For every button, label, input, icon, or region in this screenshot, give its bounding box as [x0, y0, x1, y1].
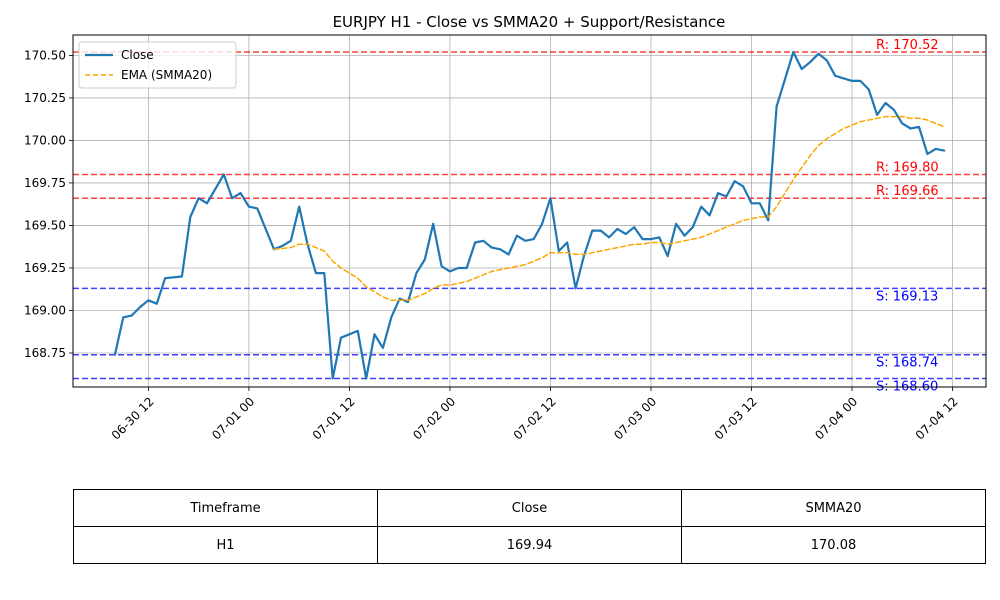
- axes: 06-30 12 07-01 00 07-01 12 07-02 00 07-02 12…: [24, 34, 987, 442]
- support-level-label: S: 168.74: [876, 356, 938, 371]
- support-resistance-levels: R: 170.52 R: 169.80 R: 169.66 S: 169.13 S: 1…: [73, 38, 986, 394]
- legend-box: [78, 41, 237, 89]
- x-tick-label: 07-01 12: [310, 394, 358, 442]
- resistance-level-label: R: 169.66: [876, 184, 939, 199]
- chart-title: EURJPY H1 - Close vs SMMA20 + Support/Re…: [333, 13, 726, 31]
- header-smma20: SMMA20: [681, 489, 986, 527]
- header-timeframe: Timeframe: [73, 489, 378, 527]
- plot-frame: [72, 34, 987, 388]
- x-tick-label: 07-02 12: [511, 394, 559, 442]
- table-row: H1 169.94 170.08: [73, 526, 986, 564]
- x-tick-label: 07-02 00: [410, 394, 458, 442]
- y-tick-label: 169.00: [24, 303, 66, 317]
- x-tick-label: 07-03 12: [712, 394, 760, 442]
- x-tick-label: 07-04 12: [913, 394, 961, 442]
- support-level-label: S: 169.13: [876, 289, 938, 304]
- header-close: Close: [377, 489, 682, 527]
- table-header-row: Timeframe Close SMMA20: [73, 489, 986, 527]
- y-tick-label: 170.25: [24, 91, 66, 105]
- resistance-level-label: R: 169.80: [876, 160, 939, 175]
- summary-table: Timeframe Close SMMA20 H1 169.94 170.08: [73, 489, 986, 564]
- series-lines: [113, 50, 946, 380]
- legend: Close EMA (SMMA20): [78, 41, 237, 89]
- cell-timeframe: H1: [73, 526, 378, 564]
- legend-smma-label: EMA (SMMA20): [121, 68, 212, 82]
- grid: [73, 35, 986, 387]
- x-tick-label: 07-01 00: [209, 394, 257, 442]
- cell-close: 169.94: [377, 526, 682, 564]
- y-tick-label: 169.50: [24, 218, 66, 232]
- close-series-line: [113, 50, 946, 380]
- cell-smma20: 170.08: [681, 526, 986, 564]
- price-chart: EURJPY H1 - Close vs SMMA20 + Support/Re…: [24, 13, 987, 442]
- y-tick-label: 168.75: [24, 346, 66, 360]
- smma20-series-line: [273, 115, 945, 302]
- y-tick-label: 170.00: [24, 133, 66, 147]
- x-tick-label: 07-03 00: [611, 394, 659, 442]
- y-tick-label: 169.75: [24, 176, 66, 190]
- y-tick-label: 170.50: [24, 48, 66, 62]
- x-tick-label: 06-30 12: [109, 394, 157, 442]
- resistance-level-label: R: 170.52: [876, 38, 939, 53]
- x-tick-label: 07-04 00: [812, 394, 860, 442]
- legend-close-label: Close: [121, 48, 154, 62]
- y-tick-label: 169.25: [24, 261, 66, 275]
